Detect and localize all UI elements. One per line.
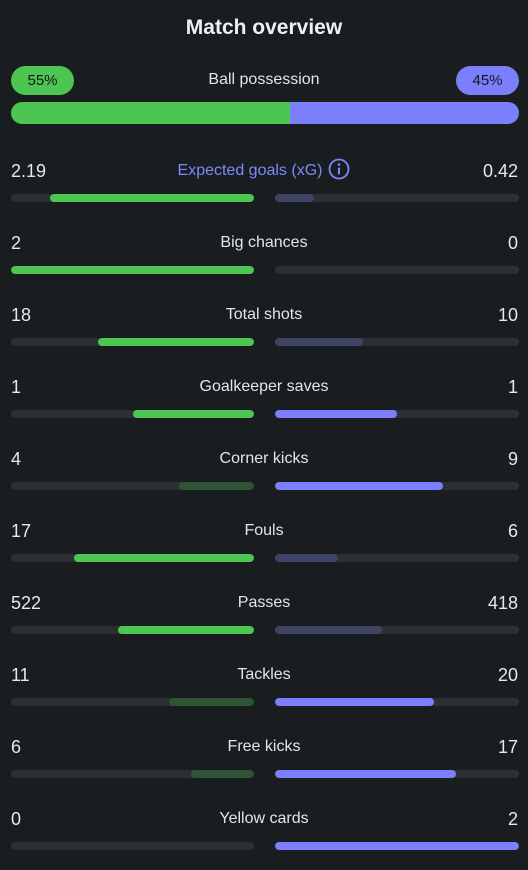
away-bar-fill <box>275 770 456 778</box>
stat-label: Goalkeeper saves <box>0 376 528 398</box>
home-bar-track <box>11 698 254 706</box>
home-value: 1 <box>11 377 22 397</box>
stat-row: 0 Yellow cards 2 <box>0 808 528 858</box>
home-value: 11 <box>11 665 30 685</box>
home-bar-fill <box>178 482 254 490</box>
away-bar-track <box>275 842 519 850</box>
home-value: 2 <box>11 233 22 253</box>
stat-row: 522 Passes 418 <box>0 592 528 642</box>
home-value: 17 <box>11 521 32 541</box>
stat-label: Fouls <box>0 520 528 542</box>
away-bar-track <box>275 410 519 418</box>
stat-label-text: Tackles <box>237 666 291 683</box>
possession-bar-home <box>11 102 291 124</box>
home-bar-fill <box>168 698 254 706</box>
away-bar-track <box>275 482 519 490</box>
away-bar-track <box>275 338 519 346</box>
stat-row: 1 Goalkeeper saves 1 <box>0 376 528 426</box>
away-bar-track <box>275 698 519 706</box>
home-value: 4 <box>11 449 22 469</box>
away-bar-fill <box>275 338 363 346</box>
away-value: 418 <box>487 593 518 613</box>
stat-label-text: Big chances <box>220 234 308 251</box>
home-value: 6 <box>11 737 22 757</box>
home-bar-track <box>11 554 254 562</box>
away-possession-badge: 45% <box>456 66 519 95</box>
stat-label-text: Yellow cards <box>219 810 309 827</box>
stat-label-text: Fouls <box>244 522 284 539</box>
home-value: 0 <box>11 809 22 829</box>
stat-label-text: Total shots <box>225 306 303 323</box>
away-bar-fill <box>275 626 383 634</box>
home-bar-track <box>11 194 254 202</box>
away-bar-fill <box>275 410 397 418</box>
home-value: 18 <box>11 305 32 325</box>
stat-label-text: Free kicks <box>227 738 301 755</box>
stat-label: Yellow cards <box>0 808 528 830</box>
home-bar-fill <box>98 338 254 346</box>
stat-label: Total shots <box>0 304 528 326</box>
away-bar-track <box>275 266 519 274</box>
away-value: 2 <box>507 809 518 829</box>
home-bar-fill <box>49 194 254 202</box>
away-bar-fill <box>275 194 315 202</box>
stat-label: Big chances <box>0 232 528 254</box>
away-bar-track <box>275 194 519 202</box>
away-value: 9 <box>507 449 518 469</box>
stat-row: 2.19 Expected goals (xG) 0.42 <box>0 158 528 210</box>
home-possession-badge: 55% <box>11 66 74 95</box>
home-bar-fill <box>74 554 254 562</box>
away-bar-fill <box>275 554 339 562</box>
home-bar-fill <box>190 770 254 778</box>
away-bar-fill <box>275 698 434 706</box>
away-value: 20 <box>497 665 518 685</box>
stat-row: 6 Free kicks 17 <box>0 736 528 786</box>
stat-label-text: Expected goals (xG) <box>177 162 323 179</box>
stat-row: 4 Corner kicks 9 <box>0 448 528 498</box>
away-value: 1 <box>507 377 518 397</box>
stat-label-text: Goalkeeper saves <box>199 378 329 395</box>
home-bar-track <box>11 410 254 418</box>
stat-label: Corner kicks <box>0 448 528 470</box>
home-bar-track <box>11 266 254 274</box>
away-value: 17 <box>497 737 518 757</box>
stat-label: Passes <box>0 592 528 614</box>
possession-bar <box>11 102 519 124</box>
away-value: 10 <box>497 305 518 325</box>
away-bar-track <box>275 554 519 562</box>
stat-row: 11 Tackles 20 <box>0 664 528 714</box>
home-bar-fill <box>11 266 254 274</box>
away-value: 6 <box>507 521 518 541</box>
away-value: 0.42 <box>482 161 518 181</box>
info-icon[interactable] <box>328 158 350 180</box>
possession-bar-away <box>290 102 519 124</box>
stat-label: Free kicks <box>0 736 528 758</box>
home-bar-track <box>11 338 254 346</box>
away-value: 0 <box>507 233 518 253</box>
away-bar-fill <box>275 482 444 490</box>
home-value: 522 <box>11 593 42 613</box>
home-bar-track <box>11 482 254 490</box>
stat-row: 18 Total shots 10 <box>0 304 528 354</box>
stat-row: 17 Fouls 6 <box>0 520 528 570</box>
away-bar-fill <box>275 842 519 850</box>
home-bar-track <box>11 770 254 778</box>
away-bar-track <box>275 770 519 778</box>
stat-label: Tackles <box>0 664 528 686</box>
away-bar-track <box>275 626 519 634</box>
possession-label: Ball possession <box>208 71 320 88</box>
stat-label-text: Corner kicks <box>219 450 309 467</box>
stat-label-text: Passes <box>237 594 291 611</box>
home-bar-track <box>11 626 254 634</box>
stat-row: 2 Big chances 0 <box>0 232 528 282</box>
home-bar-fill <box>132 410 254 418</box>
stat-label: Expected goals (xG) <box>0 158 528 182</box>
home-bar-fill <box>117 626 254 634</box>
home-value: 2.19 <box>11 161 47 181</box>
page-title: Match overview <box>185 16 343 39</box>
home-bar-track <box>11 842 254 850</box>
